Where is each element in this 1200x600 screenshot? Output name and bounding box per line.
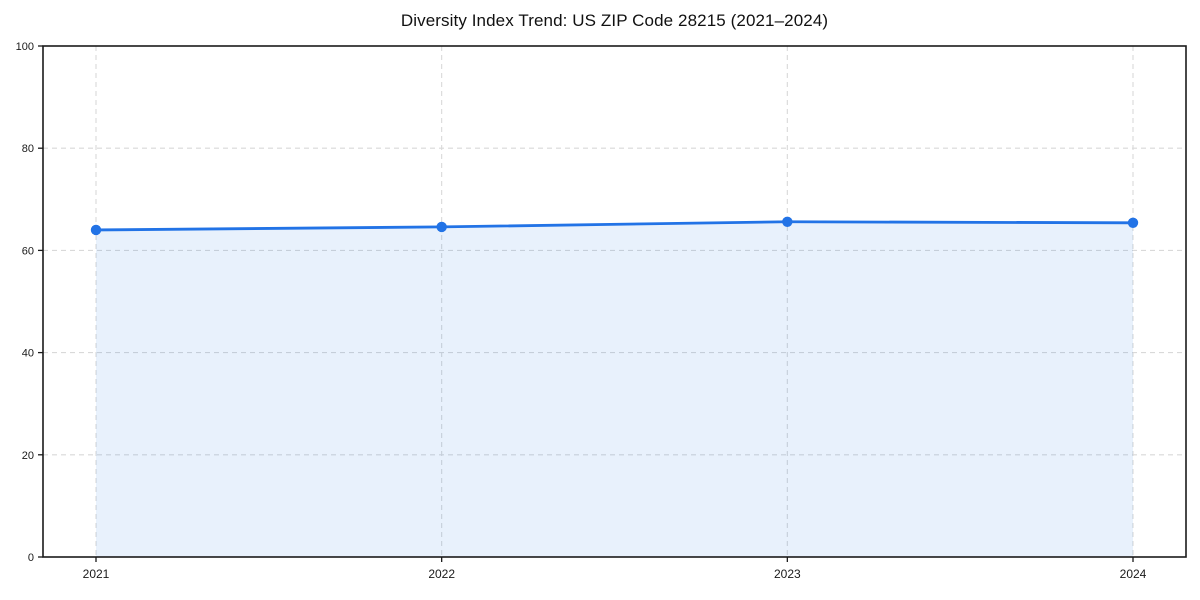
y-tick-label: 100 xyxy=(16,41,34,53)
y-tick-label: 80 xyxy=(22,143,34,155)
y-tick-label: 20 xyxy=(22,450,34,462)
y-tick-label: 0 xyxy=(28,552,34,564)
y-tick-label: 40 xyxy=(22,348,34,360)
x-tick-label: 2021 xyxy=(83,567,110,581)
plot-border xyxy=(42,45,1187,558)
chart-title: Diversity Index Trend: US ZIP Code 28215… xyxy=(400,11,829,30)
x-tick-label: 2023 xyxy=(774,567,801,581)
data-point-2024 xyxy=(1127,217,1139,229)
data-point-2022 xyxy=(436,221,447,233)
trend-line xyxy=(94,220,1135,232)
y-tick-label: 60 xyxy=(22,245,34,257)
area-fill xyxy=(96,221,1133,557)
x-tick-label: 2022 xyxy=(428,567,455,581)
data-point-2021 xyxy=(90,224,102,236)
data-point-2023 xyxy=(782,216,793,227)
x-tick-label: 2024 xyxy=(1120,567,1147,581)
